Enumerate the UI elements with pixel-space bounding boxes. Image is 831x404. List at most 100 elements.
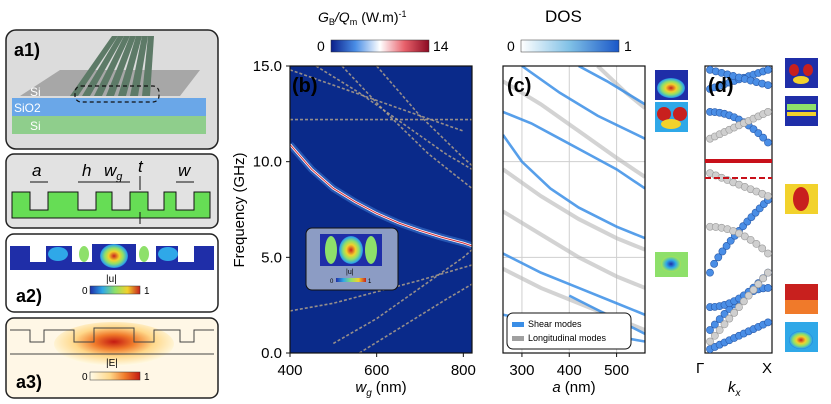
xtick-label-b: 400 [277, 362, 302, 379]
layer-label-si-top: Si [30, 85, 41, 99]
a3-outline [10, 327, 214, 343]
dispersion-point [720, 320, 729, 329]
axes-b: 400 600 800 0.0 5.0 10.0 15.0 Frequency (GHz) wg… [231, 58, 476, 399]
colorbar-gb-title: GB/Qm (W.m)-1 [318, 9, 407, 27]
dispersion-point [754, 129, 763, 138]
dispersion-point [764, 108, 772, 116]
dispersion-point [759, 133, 768, 142]
ghost-branch-line [290, 264, 472, 312]
a2-colorbar [89, 285, 141, 295]
xlabel-c: a (nm) [552, 379, 595, 396]
ytick-label-b: 15.0 [253, 58, 282, 75]
dispersion-point [752, 239, 761, 248]
xtick-label-c: 400 [557, 362, 582, 379]
oxide-layer [12, 98, 206, 116]
dispersion-point [764, 268, 772, 277]
panel-a2-label: a2) [16, 286, 42, 306]
guide-outline [74, 85, 160, 103]
dispersion-point [754, 280, 763, 289]
layer-label-si-bottom: Si [30, 119, 41, 133]
mode-thumb-1 [655, 70, 688, 100]
panel-geometry: a h wg t w [5, 153, 219, 229]
dispersion-point [744, 291, 753, 300]
substrate-si [12, 116, 206, 134]
inset-b-max: 1 [368, 279, 372, 285]
dispersion-point [726, 236, 735, 245]
longitudinal-mode-line [503, 167, 645, 252]
inset-b-min: 0 [330, 279, 334, 285]
dispersion-point [749, 285, 758, 294]
dim-t: t [138, 157, 144, 176]
tick-gamma: Γ [696, 360, 704, 377]
dispersion-point [710, 320, 719, 329]
colorbar-dos-title: DOS [545, 7, 582, 26]
panel-a1-label: a1) [14, 40, 40, 60]
ghost-branch-line [315, 66, 472, 171]
dispersion-point [764, 81, 772, 90]
dispersion-point [715, 315, 724, 324]
grid-c [503, 66, 645, 353]
dispersion-point [714, 253, 723, 262]
dim-a: a [32, 161, 41, 180]
xtick-label-b: 800 [451, 362, 476, 379]
legend-shear-label: Shear modes [528, 319, 582, 329]
dispersion-point [764, 284, 772, 292]
legend-shear-swatch [512, 322, 524, 327]
shear-mode-line [503, 134, 645, 240]
dim-w: w [178, 161, 192, 180]
legend-long-label: Longitudinal modes [528, 333, 607, 343]
a3-colorbar-title: |E| [106, 358, 118, 369]
dispersion-point [764, 65, 772, 74]
dispersion-point [706, 326, 714, 334]
dispersion-point [725, 314, 734, 323]
mode-thumb-r5 [785, 322, 818, 352]
mode-thumbnails-right [785, 58, 818, 352]
mode-thumb-r1 [785, 58, 818, 88]
ylabel-b: Frequency (GHz) [231, 152, 248, 267]
plot-c-background [503, 66, 645, 353]
dispersion-point [759, 274, 768, 283]
dispersion-point [764, 318, 772, 327]
shear-mode-line [578, 66, 645, 106]
xtick-label-c: 300 [509, 362, 534, 379]
a2-colorbar-title: |u| [106, 274, 117, 285]
colorbar-dos [520, 39, 620, 53]
xtick-label-b: 600 [364, 362, 389, 379]
dispersion-point [764, 249, 772, 258]
top-si-slab [20, 70, 200, 96]
colorbar-gb-min: 0 [317, 38, 325, 54]
dispersion-point [710, 331, 719, 340]
tick-x: X [762, 360, 772, 377]
a3-colorbar-min: 0 [82, 372, 88, 383]
xlabel-b: wg (nm) [355, 379, 406, 399]
legend-c: Shear modes Longitudinal modes [506, 312, 632, 350]
grating-cross-section [11, 191, 211, 219]
ghost-branch-line [376, 66, 472, 167]
grating-fins [70, 36, 154, 96]
panel-a3-label: a3) [16, 372, 42, 392]
dispersion-point [715, 326, 724, 334]
dim-h: h [82, 161, 91, 180]
panel-b: GB/Qm (W.m)-1 0 14 400 600 800 0.0 5.0 10.0 15.… [231, 9, 476, 399]
dispersion-point [746, 235, 755, 244]
dispersion-point [739, 297, 748, 306]
dispersion-point [722, 242, 731, 250]
dispersion-points [706, 65, 772, 354]
mode-thumb-r3 [785, 184, 818, 214]
dispersion-point [735, 303, 743, 311]
inset-b-title: |u| [346, 269, 354, 276]
panel-d-label: (d) [708, 75, 734, 97]
dispersion-point [706, 268, 714, 277]
dispersion-point [740, 232, 749, 241]
inset-b-colorbar [336, 278, 366, 282]
dispersion-point [718, 247, 727, 256]
ytick-label-b: 5.0 [261, 249, 282, 266]
ghost-branch-line [358, 283, 472, 353]
dispersion-point [758, 244, 767, 253]
xlabel-d: kx [728, 379, 742, 399]
a3-colorbar-max: 1 [144, 372, 150, 383]
panel-d: (d) Γ X kx [696, 65, 773, 399]
dim-wg: wg [104, 161, 123, 183]
colorbar-gb-max: 14 [433, 38, 449, 54]
